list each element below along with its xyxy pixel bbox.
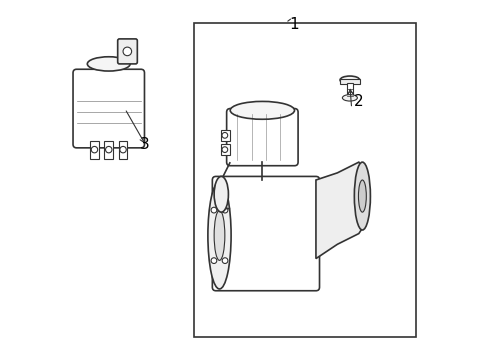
Bar [90, 141, 99, 158]
Bar [346, 83, 352, 98]
Circle shape [91, 147, 98, 153]
Circle shape [120, 147, 126, 153]
FancyBboxPatch shape [118, 39, 137, 64]
Ellipse shape [339, 76, 359, 84]
Bar [339, 79, 359, 84]
Text: 3: 3 [139, 137, 149, 152]
Circle shape [222, 207, 227, 213]
Ellipse shape [230, 102, 294, 119]
Ellipse shape [214, 176, 228, 212]
Text: 2: 2 [353, 94, 363, 109]
Circle shape [123, 47, 131, 56]
Circle shape [211, 258, 216, 264]
Ellipse shape [358, 180, 366, 212]
Ellipse shape [87, 57, 130, 71]
Circle shape [222, 132, 227, 138]
Ellipse shape [342, 95, 357, 101]
Polygon shape [315, 162, 365, 258]
Ellipse shape [207, 182, 231, 289]
Ellipse shape [214, 210, 224, 260]
Bar [221, 144, 230, 155]
Circle shape [222, 147, 227, 153]
Ellipse shape [354, 162, 370, 230]
Bar [194, 23, 415, 337]
Circle shape [222, 258, 227, 264]
Circle shape [211, 207, 216, 213]
Text: 1: 1 [289, 17, 299, 32]
Bar [104, 141, 113, 158]
Circle shape [105, 147, 112, 153]
Bar [119, 141, 127, 158]
Bar [221, 130, 230, 141]
